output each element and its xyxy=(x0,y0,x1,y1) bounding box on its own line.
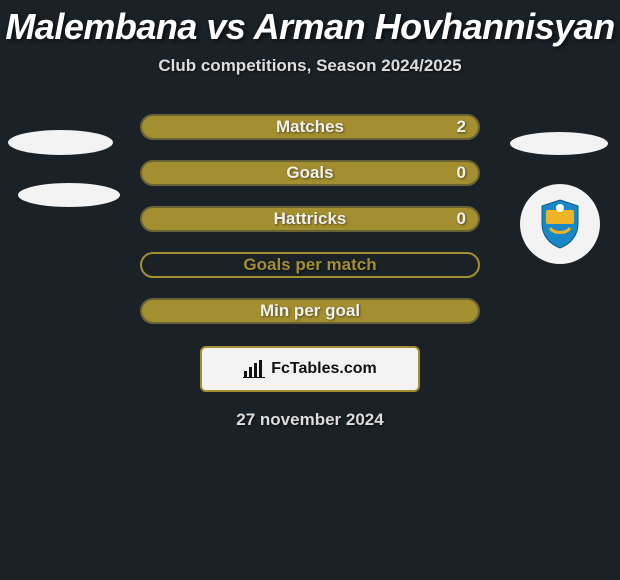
stat-pill: Matches 2 xyxy=(140,114,480,140)
comparison-subtitle: Club competitions, Season 2024/2025 xyxy=(0,56,620,76)
player-left-badge-2 xyxy=(18,183,120,207)
stat-value-right: 2 xyxy=(457,117,466,137)
stat-pill: Goals 0 xyxy=(140,160,480,186)
stat-label: Min per goal xyxy=(260,301,360,321)
fctables-watermark[interactable]: FcTables.com xyxy=(200,346,420,392)
snapshot-date: 27 november 2024 xyxy=(0,410,620,430)
stat-label: Matches xyxy=(276,117,344,137)
bar-chart-icon xyxy=(243,360,265,378)
stat-pill: Goals per match xyxy=(140,252,480,278)
stat-value-right: 0 xyxy=(457,163,466,183)
club-crest-icon xyxy=(520,184,600,264)
stat-row-goals-per-match: Goals per match xyxy=(0,252,620,278)
player-left-badge-1 xyxy=(8,130,113,155)
stat-row-min-per-goal: Min per goal xyxy=(0,298,620,324)
stat-value-right: 0 xyxy=(457,209,466,229)
stat-label: Hattricks xyxy=(274,209,347,229)
watermark-text: FcTables.com xyxy=(271,360,377,378)
stat-pill: Min per goal xyxy=(140,298,480,324)
comparison-title: Malembana vs Arman Hovhannisyan xyxy=(0,6,620,48)
stat-row-goals: Goals 0 xyxy=(0,160,620,186)
stat-pill: Hattricks 0 xyxy=(140,206,480,232)
player-right-badge-1 xyxy=(510,132,608,155)
stat-label: Goals per match xyxy=(243,255,376,275)
stat-label: Goals xyxy=(286,163,333,183)
